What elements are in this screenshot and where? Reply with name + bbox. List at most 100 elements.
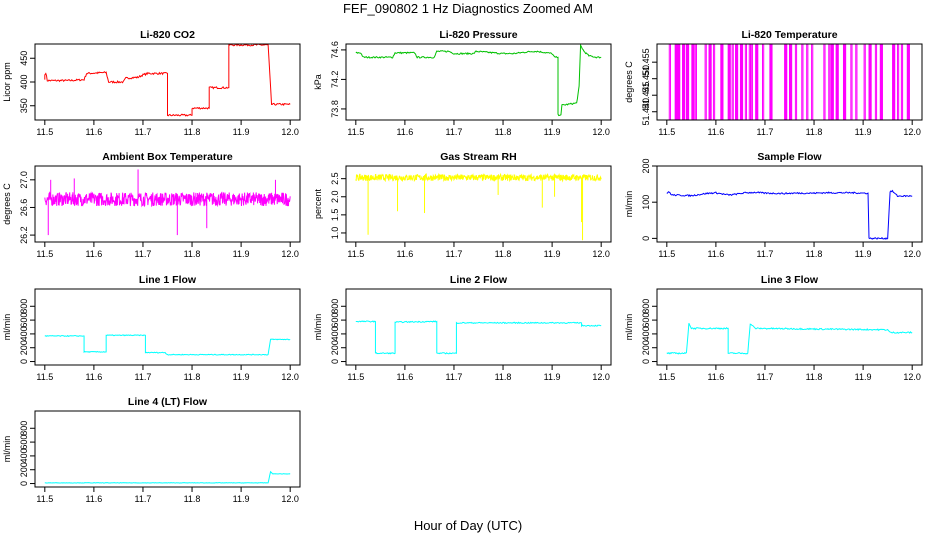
x-tick-label: 11.9 bbox=[855, 249, 872, 259]
plot-frame bbox=[656, 288, 923, 366]
y-tick-label: 51.440 bbox=[641, 98, 651, 126]
y-tick-label: 0 bbox=[19, 359, 29, 364]
x-tick-label: 12.0 bbox=[903, 127, 921, 137]
panel-title: Line 3 Flow bbox=[761, 274, 819, 286]
x-tick-label: 12.0 bbox=[281, 372, 299, 382]
y-axis-label: ml/min bbox=[624, 314, 634, 341]
y-tick-label: 200 bbox=[19, 462, 29, 477]
plot-frame bbox=[656, 165, 923, 243]
series-line bbox=[666, 44, 913, 120]
x-axis-title: Hour of Day (UTC) bbox=[413, 518, 523, 533]
series-line bbox=[355, 44, 602, 117]
x-tick-label: 11.8 bbox=[184, 372, 201, 382]
panel: Line 2 Flow 11.5 11.6 11.7 11.8 11.9 12.0 0 2004… bbox=[313, 274, 612, 382]
x-tick-label: 11.6 bbox=[85, 127, 102, 137]
x-tick-label: 11.6 bbox=[85, 249, 102, 259]
x-tick-label: 11.7 bbox=[757, 249, 774, 259]
panel: Line 1 Flow 11.5 11.6 11.7 11.8 11.9 12.0 0 2004… bbox=[2, 274, 301, 382]
y-tick-label: 200 bbox=[330, 340, 340, 355]
y-tick-label: 74.6 bbox=[330, 41, 340, 59]
x-tick-label: 11.6 bbox=[396, 127, 413, 137]
panel-title: Line 1 Flow bbox=[139, 274, 197, 286]
y-tick-label: 600 bbox=[641, 313, 651, 328]
y-tick-label: 1.0 bbox=[330, 227, 340, 240]
panel: Sample Flow 11.5 11.6 11.7 11.8 11.9 12.0 0 100 2… bbox=[624, 151, 923, 259]
data-lines bbox=[44, 169, 291, 236]
series-line bbox=[355, 172, 602, 183]
data-lines bbox=[44, 44, 291, 117]
series-line bbox=[44, 44, 291, 117]
y-tick-label: 400 bbox=[330, 326, 340, 341]
plot-frame bbox=[345, 43, 612, 121]
y-tick-label: 200 bbox=[641, 158, 651, 173]
x-tick-label: 11.5 bbox=[658, 372, 675, 382]
x-tick-label: 11.5 bbox=[36, 494, 53, 504]
x-tick-label: 11.7 bbox=[446, 372, 463, 382]
y-tick-label: 800 bbox=[330, 299, 340, 314]
panel-title: Li-820 Pressure bbox=[439, 29, 517, 41]
x-tick-label: 11.9 bbox=[855, 372, 872, 382]
plot-frame bbox=[34, 288, 301, 366]
y-tick-label: 74.2 bbox=[330, 71, 340, 89]
y-tick-label: 1.5 bbox=[330, 209, 340, 222]
x-tick-label: 11.9 bbox=[233, 372, 250, 382]
x-tick-label: 12.0 bbox=[592, 127, 610, 137]
y-tick-label: 51.445 bbox=[641, 81, 651, 109]
x-tick-label: 11.5 bbox=[347, 249, 364, 259]
x-tick-label: 11.5 bbox=[347, 372, 364, 382]
y-axis-label: ml/min bbox=[2, 314, 12, 341]
x-tick-label: 11.5 bbox=[347, 127, 364, 137]
x-tick-label: 11.9 bbox=[544, 249, 561, 259]
y-tick-label: 400 bbox=[19, 448, 29, 463]
y-axis-label: kPa bbox=[313, 74, 323, 90]
x-tick-label: 11.7 bbox=[135, 249, 152, 259]
x-tick-label: 11.5 bbox=[658, 249, 675, 259]
panel: Li-820 Pressure 11.5 11.6 11.7 11.8 11.9 12.0 7… bbox=[313, 29, 612, 137]
x-tick-label: 11.8 bbox=[495, 249, 512, 259]
x-tick-label: 11.6 bbox=[85, 372, 102, 382]
panel-title: Li-820 CO2 bbox=[140, 29, 195, 41]
x-tick-label: 11.9 bbox=[233, 127, 250, 137]
data-lines bbox=[44, 470, 291, 484]
y-tick-label: 800 bbox=[19, 421, 29, 436]
x-tick-label: 11.6 bbox=[396, 372, 413, 382]
y-tick-label: 400 bbox=[19, 326, 29, 341]
y-tick-label: 26.6 bbox=[19, 199, 29, 217]
series-line bbox=[666, 322, 913, 355]
x-tick-label: 11.6 bbox=[707, 372, 724, 382]
x-tick-label: 11.9 bbox=[544, 127, 561, 137]
x-tick-label: 11.8 bbox=[184, 494, 201, 504]
y-tick-label: 350 bbox=[19, 98, 29, 113]
x-tick-label: 12.0 bbox=[281, 494, 299, 504]
x-tick-label: 11.8 bbox=[495, 372, 512, 382]
plot-frame bbox=[656, 43, 923, 121]
x-tick-label: 12.0 bbox=[592, 249, 610, 259]
y-tick-label: 27.0 bbox=[19, 171, 29, 189]
series-line bbox=[44, 334, 291, 356]
x-tick-label: 11.7 bbox=[135, 372, 152, 382]
y-tick-label: 2.5 bbox=[330, 172, 340, 185]
y-tick-label: 450 bbox=[19, 51, 29, 66]
data-lines bbox=[666, 44, 913, 120]
y-tick-label: 200 bbox=[19, 340, 29, 355]
x-tick-label: 11.8 bbox=[806, 372, 823, 382]
y-axis-label: degrees C bbox=[624, 61, 634, 103]
x-tick-label: 11.7 bbox=[135, 494, 152, 504]
y-tick-label: 200 bbox=[641, 340, 651, 355]
x-tick-label: 12.0 bbox=[903, 372, 921, 382]
x-tick-label: 11.5 bbox=[36, 372, 53, 382]
y-tick-label: 600 bbox=[19, 313, 29, 328]
panel-title: Line 4 (LT) Flow bbox=[128, 396, 208, 408]
panel: Ambient Box Temperature 11.5 11.6 11.7 11.8 1… bbox=[2, 151, 301, 259]
x-tick-label: 11.5 bbox=[36, 127, 53, 137]
y-tick-label: 100 bbox=[641, 195, 651, 210]
panel: Line 4 (LT) Flow 11.5 11.6 11.7 11.8 11.9 12.0… bbox=[2, 396, 301, 504]
y-tick-label: 0 bbox=[641, 236, 651, 241]
panel: Gas Stream RH 11.5 11.6 11.7 11.8 11.9 12.0 1.0… bbox=[313, 151, 612, 259]
y-axis-label: ml/min bbox=[313, 314, 323, 341]
plot-frame bbox=[34, 165, 301, 243]
x-tick-label: 11.8 bbox=[495, 127, 512, 137]
y-axis-label: percent bbox=[313, 188, 323, 219]
panel-title: Line 2 Flow bbox=[450, 274, 508, 286]
